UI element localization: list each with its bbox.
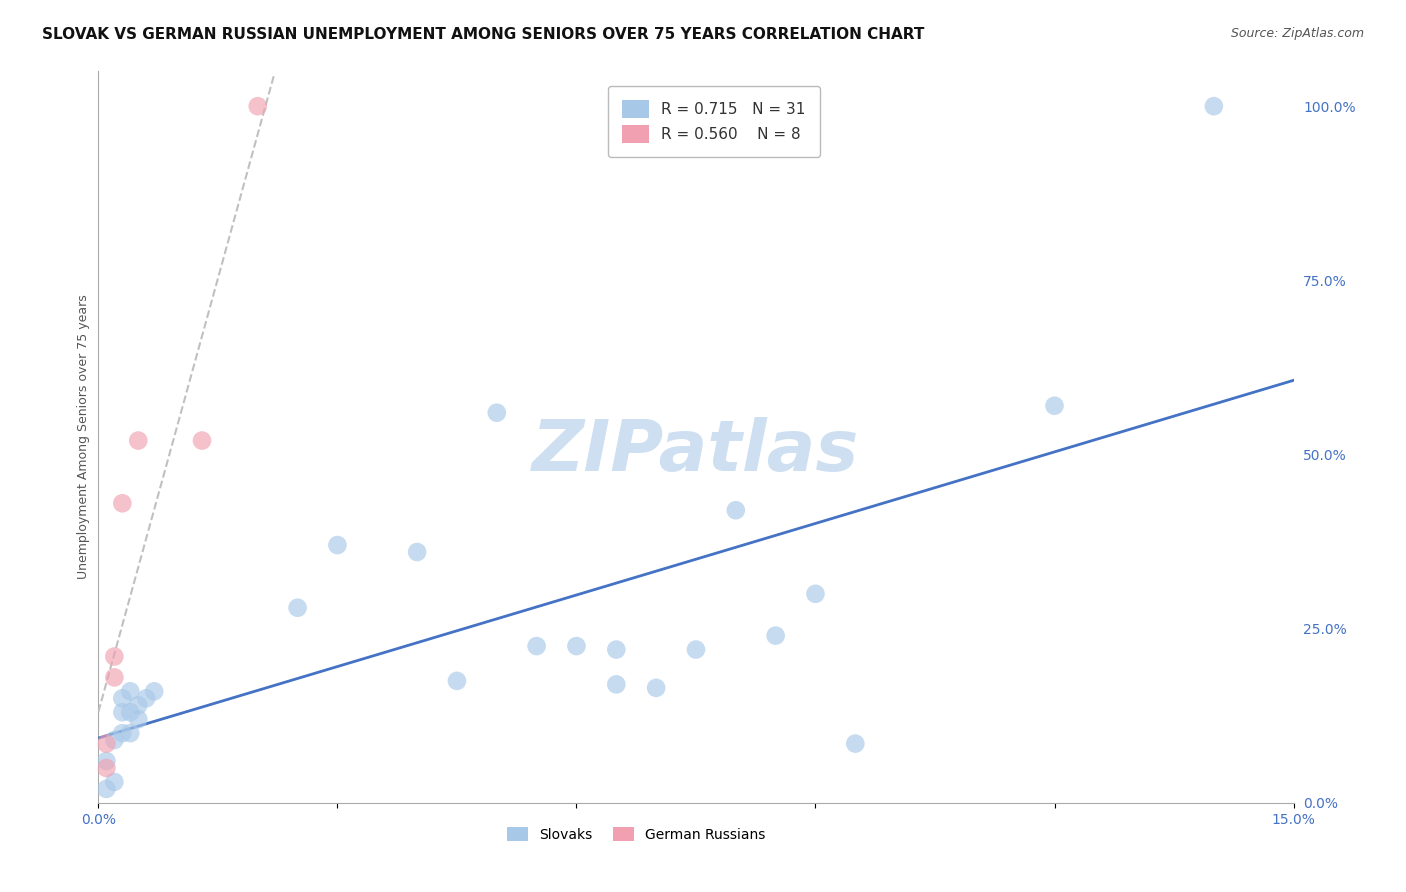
Point bbox=[111, 705, 134, 719]
Point bbox=[685, 642, 707, 657]
Point bbox=[96, 781, 118, 796]
Point bbox=[645, 681, 668, 695]
Point bbox=[326, 538, 349, 552]
Text: Source: ZipAtlas.com: Source: ZipAtlas.com bbox=[1230, 27, 1364, 40]
Point bbox=[111, 496, 134, 510]
Point bbox=[605, 642, 627, 657]
Point bbox=[1043, 399, 1066, 413]
Point bbox=[844, 737, 866, 751]
Point bbox=[103, 670, 125, 684]
Text: ZIPatlas: ZIPatlas bbox=[533, 417, 859, 486]
Point bbox=[804, 587, 827, 601]
Point bbox=[287, 600, 309, 615]
Point bbox=[96, 761, 118, 775]
Point bbox=[565, 639, 588, 653]
Point bbox=[485, 406, 508, 420]
Point bbox=[103, 649, 125, 664]
Point bbox=[724, 503, 747, 517]
Point bbox=[127, 698, 149, 713]
Point bbox=[406, 545, 429, 559]
Point bbox=[120, 684, 142, 698]
Point bbox=[127, 434, 149, 448]
Point bbox=[111, 691, 134, 706]
Point bbox=[135, 691, 157, 706]
Point bbox=[143, 684, 166, 698]
Point bbox=[111, 726, 134, 740]
Point bbox=[120, 726, 142, 740]
Legend: Slovaks, German Russians: Slovaks, German Russians bbox=[502, 822, 770, 847]
Point bbox=[446, 673, 468, 688]
Point bbox=[246, 99, 269, 113]
Point bbox=[526, 639, 548, 653]
Point bbox=[96, 754, 118, 768]
Point bbox=[605, 677, 627, 691]
Point bbox=[765, 629, 787, 643]
Point bbox=[127, 712, 149, 726]
Text: SLOVAK VS GERMAN RUSSIAN UNEMPLOYMENT AMONG SENIORS OVER 75 YEARS CORRELATION CH: SLOVAK VS GERMAN RUSSIAN UNEMPLOYMENT AM… bbox=[42, 27, 925, 42]
Point bbox=[1202, 99, 1225, 113]
Point bbox=[96, 737, 118, 751]
Point bbox=[120, 705, 142, 719]
Point bbox=[191, 434, 214, 448]
Y-axis label: Unemployment Among Seniors over 75 years: Unemployment Among Seniors over 75 years bbox=[77, 294, 90, 580]
Point bbox=[103, 775, 125, 789]
Point bbox=[103, 733, 125, 747]
